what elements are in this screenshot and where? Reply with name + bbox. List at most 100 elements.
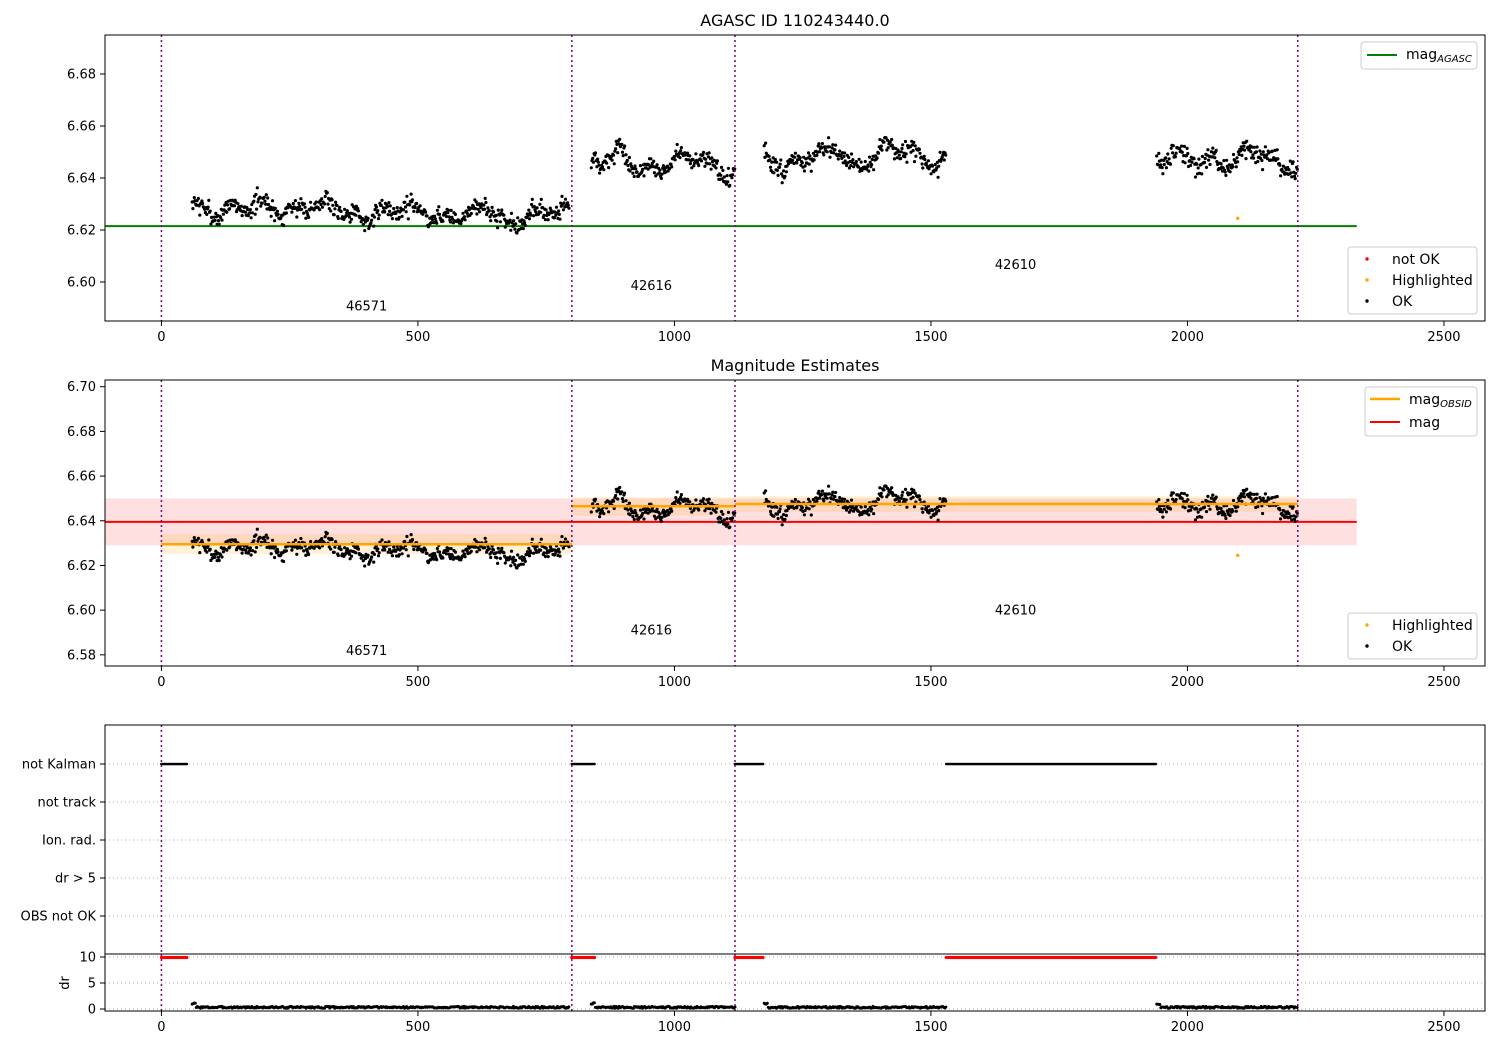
ok-point [1180,497,1184,501]
ok-point [262,535,266,539]
ok-point [904,152,908,156]
ok-point [236,202,240,206]
ok-point [806,151,811,155]
x-tick-label: 1000 [658,675,691,690]
ok-point [632,517,636,522]
ok-point [911,149,915,153]
ok-point [591,160,596,164]
ok-point [1215,505,1219,509]
ok-point [221,550,225,554]
ok-point [515,231,519,235]
ok-point [253,212,257,216]
legend-highlighted-label: Highlighted [1392,273,1473,289]
ok-point [567,545,571,549]
flag-row-label: dr > 5 [55,872,96,887]
ok-point [900,493,904,497]
ok-point [200,199,204,203]
ok-point [405,534,409,539]
ok-point [263,539,267,543]
ok-point [1164,156,1168,160]
ok-point [380,198,384,202]
ok-point [658,512,662,516]
ok-point [600,509,605,513]
ok-point [284,211,288,215]
ok-point [627,155,632,160]
ok-point [1171,491,1175,495]
ok-point [1263,145,1267,149]
ok-point [478,548,482,552]
ok-point [435,221,439,225]
legend-upper-p2: magOBSID mag [1364,386,1478,437]
ok-point [694,498,698,502]
ok-point [216,219,221,223]
ok-point [1256,505,1260,509]
ok-point [475,212,479,216]
ok-point [827,484,831,488]
ok-point [500,546,504,550]
ok-point [388,547,392,552]
y-tick-label: 6.58 [67,648,96,663]
ok-point [1161,172,1165,176]
ok-point [642,517,646,521]
ok-point [1173,155,1177,159]
ok-point [259,204,263,208]
ok-point [406,554,410,558]
ok-point [918,151,922,155]
ok-point [795,161,799,165]
ok-point [1202,505,1207,509]
flag-row-label: OBS not OK [21,910,97,925]
ok-point [469,549,473,553]
ok-point [701,497,706,501]
ok-point [767,154,771,158]
ok-point [248,546,252,550]
ok-point [768,165,773,169]
ok-point [1159,507,1163,511]
ok-point [827,145,831,149]
ok-point [276,212,280,216]
ok-point [509,211,514,215]
ok-point [1231,498,1236,503]
ok-point [282,223,286,227]
ok-point [1244,157,1248,161]
ok-point [490,205,494,209]
ok-point [1192,157,1196,161]
ok-point [777,510,782,514]
ok-point [661,164,666,168]
ok-point [1245,487,1249,491]
ok-point [719,510,724,514]
ok-point [914,154,918,158]
ok-point [268,205,273,209]
ok-point [798,156,802,160]
ok-point [344,551,348,555]
ok-point [659,176,663,180]
y-tick-label: 6.68 [67,425,96,440]
ok-point [397,215,401,220]
ok-point [834,490,838,495]
ok-point [542,213,546,217]
ok-point [449,208,453,212]
ok-point [793,155,797,159]
ok-point [1289,514,1293,518]
ok-point [808,500,812,504]
ok-point [429,221,433,225]
ok-point [246,207,250,212]
ok-point [543,218,548,222]
ok-point [670,165,674,169]
ok-point [646,167,650,171]
ok-point [441,556,445,560]
ok-point [1208,162,1212,167]
ok-point [475,550,479,554]
ok-point [526,213,530,218]
ok-point [725,174,729,178]
ok-point [370,218,374,222]
obsid-label: 42610 [995,604,1036,619]
ok-point [1278,508,1282,512]
ok-point [363,564,367,568]
ok-point [657,515,661,519]
legend-ok-label: OK [1392,294,1413,310]
ok-point [483,196,487,200]
ok-point [620,490,624,494]
ok-point [304,553,308,558]
ok-point [1252,492,1256,496]
